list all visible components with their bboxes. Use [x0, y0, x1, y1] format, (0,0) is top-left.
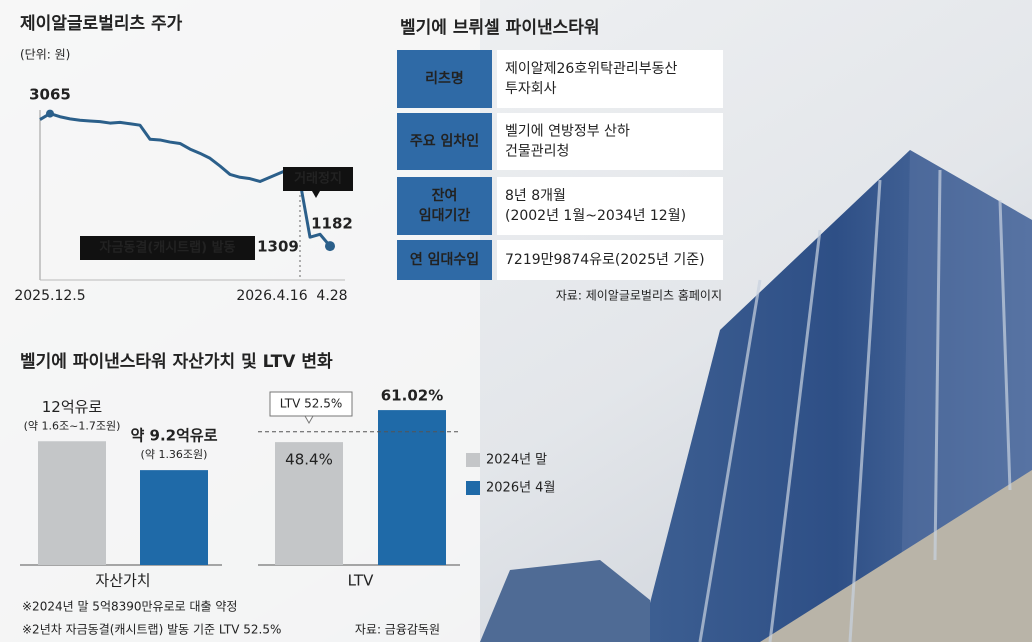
- data-note: (약 1.36조원): [141, 447, 208, 461]
- data-label: 1309: [257, 238, 299, 256]
- table-source: 자료: 제이알글로벌리츠 홈페이지: [556, 289, 722, 303]
- annotation: 자금동결(캐시트랩) 발동: [99, 240, 235, 256]
- table-cell: [497, 177, 723, 235]
- bar: [140, 470, 208, 565]
- data-label: 61.02%: [381, 387, 443, 405]
- table-cell-text: 7219만9874유로(2025년 기준): [505, 252, 705, 268]
- table-header-cell: [397, 177, 492, 235]
- legend-label: 2024년 말: [486, 453, 547, 468]
- legend-swatch: [466, 481, 480, 495]
- x-tick-label: 자산가치: [95, 572, 150, 590]
- bar: [275, 442, 343, 565]
- data-label: 약 9.2억유로: [131, 427, 218, 445]
- data-label: 12억유로: [42, 398, 103, 416]
- legend-swatch: [466, 453, 480, 467]
- table-cell: [497, 50, 723, 108]
- bar: [38, 441, 106, 565]
- reference-box: [269, 391, 353, 417]
- footnote: ※2년차 자금동결(캐시트랩) 발동 기준 LTV 52.5%: [22, 623, 281, 637]
- line-series: [39, 112, 332, 248]
- table-cell: [497, 240, 723, 280]
- table-cell-text: 제이알제26호위탁관리부동산: [505, 61, 677, 77]
- x-tick-label: 2026.4.16: [236, 288, 307, 304]
- table-header-text: 임대기간: [419, 207, 471, 224]
- reference-pointer: [304, 415, 314, 425]
- data-label: 3065: [29, 86, 71, 104]
- footnote: ※2024년 말 5억8390만유로로 대출 약정: [22, 599, 237, 614]
- x-tick-label: 2025.12.5: [14, 288, 85, 304]
- building: [480, 150, 1032, 642]
- legend-label: 2026년 4월: [486, 481, 555, 496]
- data-note: (약 1.6조~1.7조원): [24, 418, 121, 432]
- table-header-text: 리츠명: [425, 70, 464, 87]
- table-cell-text: (2002년 1월~2034년 12월): [505, 208, 686, 224]
- table-cell-text: 8년 8개월: [505, 188, 566, 204]
- table-title: 벨기에 브뤼셀 파이낸스타워: [400, 18, 600, 38]
- table-cell-text: 투자회사: [505, 81, 557, 97]
- end-point: [325, 241, 335, 252]
- table-header-cell: [397, 113, 492, 170]
- table-header-text: 잔여: [432, 187, 458, 204]
- table-cell: [497, 113, 723, 170]
- table-cell-text: 건물관리청: [505, 144, 569, 160]
- chart-title: 벨기에 파이낸스타워 자산가치 및 LTV 변화: [20, 352, 333, 372]
- annotation: 거래정지: [294, 171, 342, 187]
- annotation-box: [283, 167, 353, 191]
- reference-label: LTV 52.5%: [280, 397, 343, 411]
- table-header-cell: [397, 240, 492, 280]
- table-cell-text: 벨기에 연방정부 산하: [505, 124, 630, 140]
- table-header-text: 주요 임차인: [410, 133, 479, 150]
- table-header-text: 연 임대수입: [410, 252, 479, 268]
- data-label: 48.4%: [285, 451, 333, 469]
- peak-point: [46, 109, 54, 118]
- data-label: 1182: [311, 215, 353, 233]
- x-tick-label: 4.28: [316, 288, 347, 304]
- annotation-box: [80, 236, 255, 260]
- chart-subtitle: (단위: 원): [20, 48, 70, 62]
- annotation-pointer: [312, 191, 320, 198]
- x-tick-label: LTV: [348, 572, 374, 590]
- chart-title: 제이알글로벌리츠 주가: [20, 14, 183, 34]
- bar: [378, 410, 446, 565]
- table-header-cell: [397, 50, 492, 108]
- source: 자료: 금융감독원: [355, 623, 440, 637]
